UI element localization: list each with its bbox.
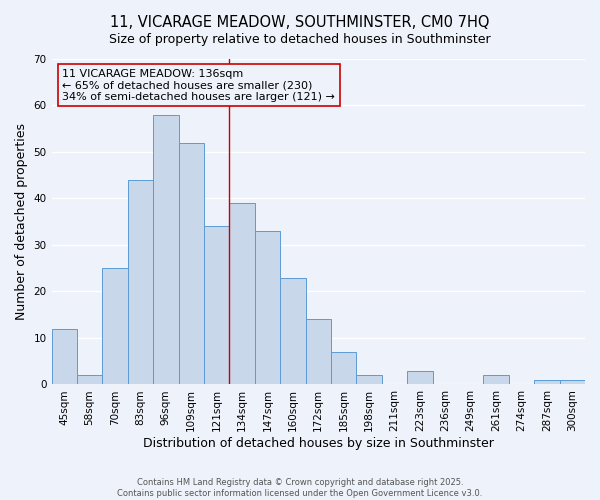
Bar	[331, 352, 356, 384]
Bar	[52, 328, 77, 384]
Bar	[77, 375, 103, 384]
Text: Size of property relative to detached houses in Southminster: Size of property relative to detached ho…	[109, 32, 491, 46]
Bar	[560, 380, 585, 384]
Bar	[103, 268, 128, 384]
Text: Contains HM Land Registry data © Crown copyright and database right 2025.
Contai: Contains HM Land Registry data © Crown c…	[118, 478, 482, 498]
X-axis label: Distribution of detached houses by size in Southminster: Distribution of detached houses by size …	[143, 437, 494, 450]
Bar	[534, 380, 560, 384]
Y-axis label: Number of detached properties: Number of detached properties	[15, 123, 28, 320]
Text: 11, VICARAGE MEADOW, SOUTHMINSTER, CM0 7HQ: 11, VICARAGE MEADOW, SOUTHMINSTER, CM0 7…	[110, 15, 490, 30]
Bar	[280, 278, 305, 384]
Text: 11 VICARAGE MEADOW: 136sqm
← 65% of detached houses are smaller (230)
34% of sem: 11 VICARAGE MEADOW: 136sqm ← 65% of deta…	[62, 69, 335, 102]
Bar	[179, 142, 204, 384]
Bar	[255, 231, 280, 384]
Bar	[204, 226, 229, 384]
Bar	[128, 180, 153, 384]
Bar	[229, 203, 255, 384]
Bar	[153, 115, 179, 384]
Bar	[407, 370, 433, 384]
Bar	[356, 375, 382, 384]
Bar	[484, 375, 509, 384]
Bar	[305, 320, 331, 384]
